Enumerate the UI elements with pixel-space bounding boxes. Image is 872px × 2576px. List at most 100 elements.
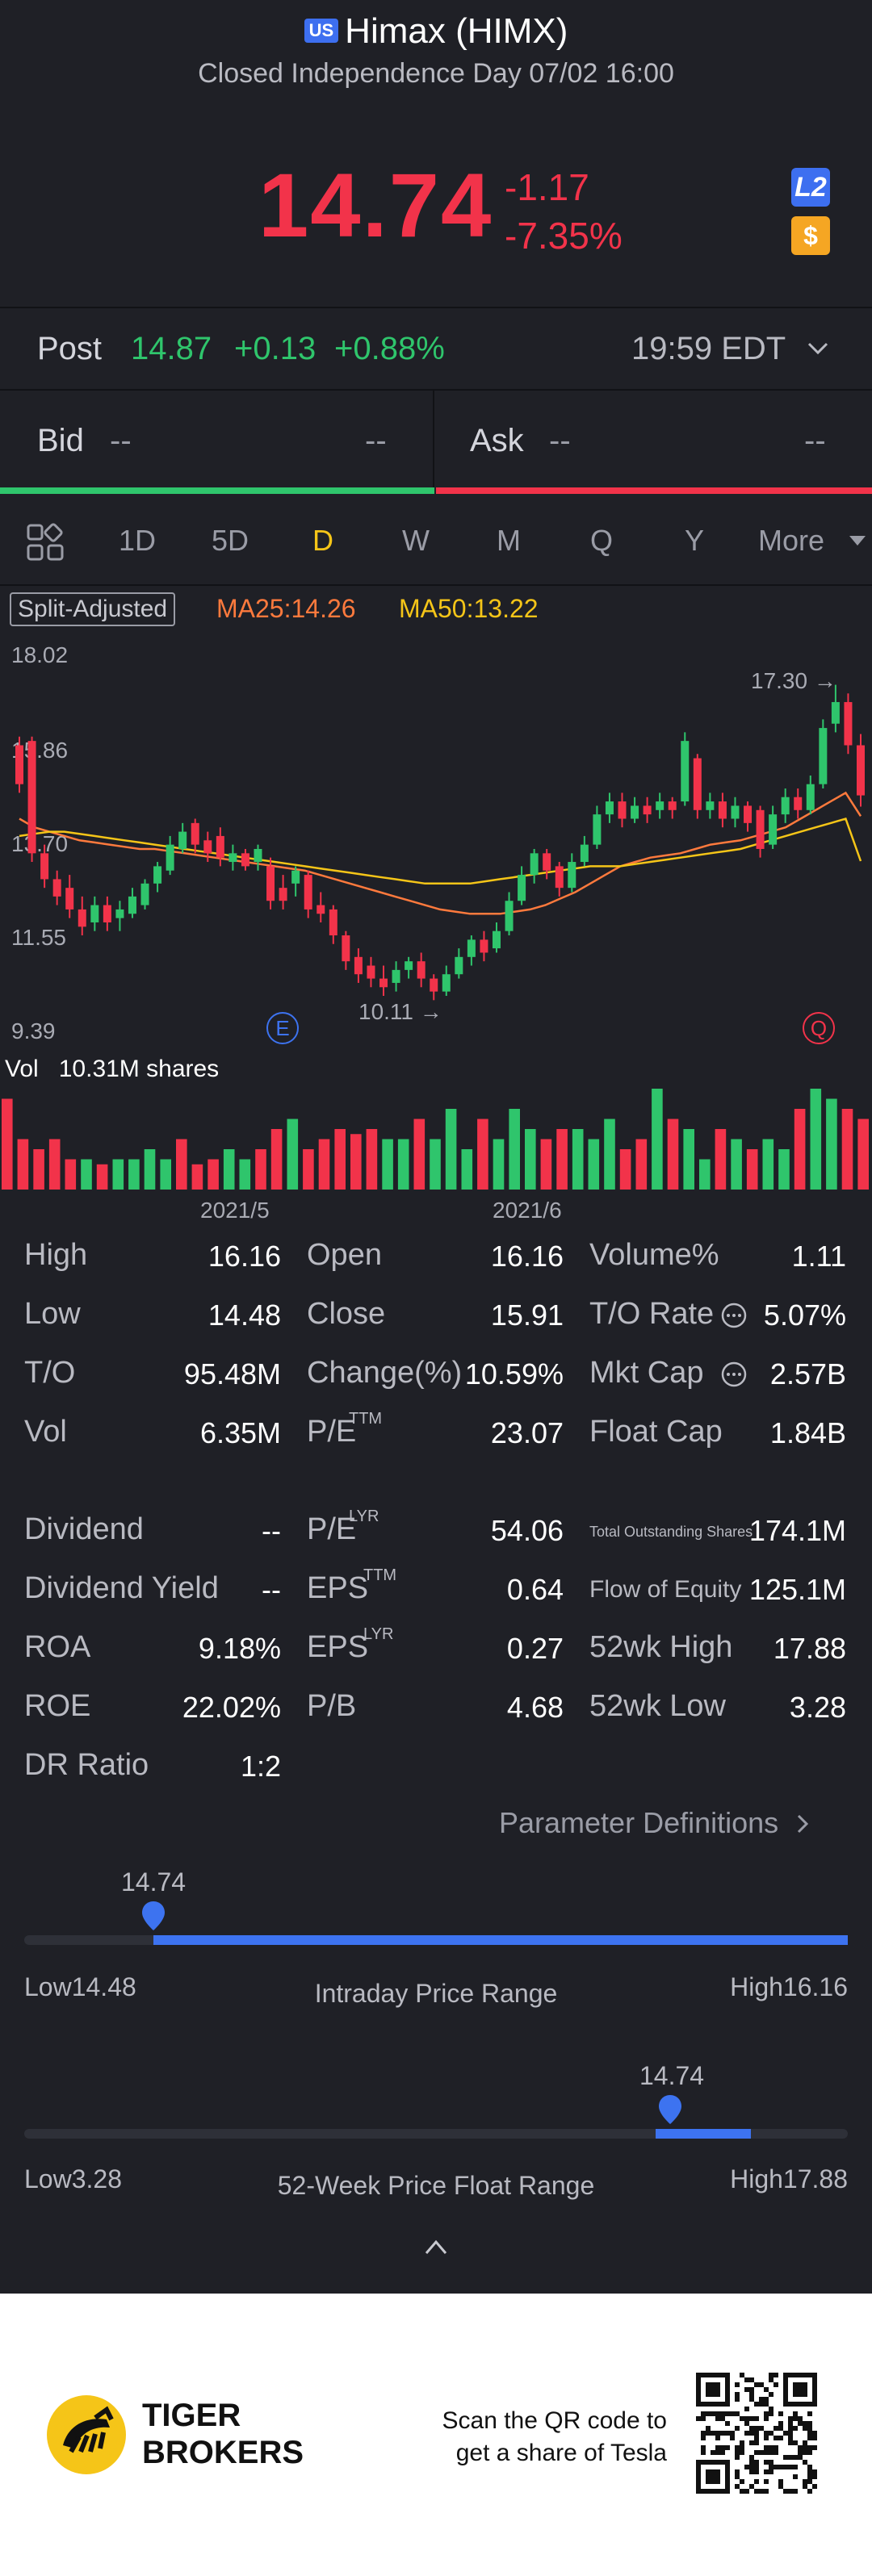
volume-bar xyxy=(493,1139,505,1190)
candle-body xyxy=(254,848,262,863)
volume-bar xyxy=(223,1149,235,1190)
stat-label-superscript: LYR xyxy=(349,1508,379,1525)
intraday-range-fill xyxy=(153,1935,848,1945)
stat-value: 5.07% xyxy=(763,1298,846,1332)
stat-label: ROA xyxy=(24,1630,91,1664)
volume-bar xyxy=(413,1119,426,1190)
more-info-icon[interactable] xyxy=(720,1302,748,1329)
volume-bar xyxy=(270,1129,283,1190)
candle-body xyxy=(781,797,790,815)
bid-label: Bid xyxy=(37,423,84,458)
tiger-brokers-logo xyxy=(47,2395,126,2474)
ma25-line xyxy=(19,791,862,915)
stat-value: 4.68 xyxy=(506,1691,564,1724)
stat-label: Close xyxy=(307,1297,386,1331)
tab-d[interactable]: D xyxy=(312,524,333,557)
volume-bar xyxy=(746,1149,758,1190)
stat-label: Total Outstanding Shares xyxy=(589,1524,753,1540)
stat-label: T/O Rate xyxy=(589,1297,715,1331)
ma50-label: MA50:13.22 xyxy=(399,594,539,623)
candle-body xyxy=(140,883,149,905)
post-price: 14.87 xyxy=(131,331,212,366)
volume-bar xyxy=(525,1129,536,1190)
intraday-low: Low14.48 xyxy=(24,1972,136,2001)
candle-body xyxy=(40,853,49,880)
volume-bar xyxy=(303,1149,314,1190)
location-pin-icon xyxy=(142,1901,165,1930)
candle-body xyxy=(128,896,136,914)
layout-grid-icon[interactable] xyxy=(26,523,65,562)
stat-label: Vol xyxy=(24,1415,67,1449)
tab-w[interactable]: W xyxy=(402,524,430,557)
intraday-high: High16.16 xyxy=(730,1972,848,2001)
stat-label: EPS xyxy=(307,1571,369,1605)
market-badge: US xyxy=(304,19,339,43)
candle-body xyxy=(555,866,564,889)
volume-bar xyxy=(287,1119,299,1190)
chevron-down-icon[interactable] xyxy=(806,341,830,357)
candle-body xyxy=(857,745,865,796)
earnings-marker-icon[interactable]: E xyxy=(266,1012,299,1044)
tab-more[interactable]: More xyxy=(757,524,825,557)
tab-q[interactable]: Q xyxy=(589,524,613,557)
candle-body xyxy=(505,901,514,931)
candle-body xyxy=(605,801,614,815)
stat-value: 6.35M xyxy=(199,1416,281,1449)
market-status: Closed Independence Day 07/02 16:00 xyxy=(198,58,674,89)
candle-body xyxy=(379,978,388,988)
chevron-up-icon[interactable] xyxy=(423,2237,449,2256)
candle-body xyxy=(52,879,61,897)
candle-body xyxy=(203,840,212,854)
candle-body xyxy=(631,805,639,819)
candle-body xyxy=(342,935,350,962)
stat-label-superscript: LYR xyxy=(363,1625,394,1643)
stat-value: 0.27 xyxy=(506,1632,564,1665)
bid-panel: Bid -- -- xyxy=(0,391,433,491)
candle-body xyxy=(191,822,199,845)
volume-bar xyxy=(778,1149,790,1190)
trade-dollar-icon[interactable]: $ xyxy=(791,216,830,255)
candle-body xyxy=(580,844,589,863)
tab-5d[interactable]: 5D xyxy=(211,524,249,557)
caret-down-icon[interactable] xyxy=(849,536,866,547)
intraday-marker-label: 14.74 xyxy=(121,1867,187,1896)
price-chart[interactable] xyxy=(0,629,872,1057)
candle-body xyxy=(90,905,99,922)
candle-body xyxy=(103,905,111,922)
level2-icon[interactable]: L2 xyxy=(791,168,830,207)
week52-marker-label: 14.74 xyxy=(639,2061,705,2090)
tab-1d[interactable]: 1D xyxy=(118,524,157,557)
volume-bar xyxy=(445,1109,457,1190)
candle-body xyxy=(769,814,778,845)
post-market-row[interactable]: Post 14.87 +0.13 +0.88% 19:59 EDT xyxy=(0,308,872,389)
volume-bar xyxy=(81,1159,92,1190)
candle-body xyxy=(844,701,853,746)
ask-size: -- xyxy=(804,423,826,458)
week52-low: Low3.28 xyxy=(24,2164,122,2193)
candle-body xyxy=(794,797,803,810)
stat-value: 16.16 xyxy=(208,1240,281,1273)
tab-y[interactable]: Y xyxy=(684,524,704,557)
stat-value: 10.59% xyxy=(464,1357,564,1390)
tab-m[interactable]: M xyxy=(497,524,521,557)
candle-body xyxy=(405,961,413,970)
candle-body xyxy=(430,978,438,992)
stat-label: Dividend Yield xyxy=(24,1571,219,1605)
more-info-icon[interactable] xyxy=(720,1361,748,1388)
candle-body xyxy=(718,801,727,819)
stat-value: 22.02% xyxy=(182,1691,281,1724)
split-adjusted-toggle[interactable]: Split-Adjusted xyxy=(10,592,176,626)
quarterly-report-marker-icon[interactable]: Q xyxy=(803,1012,835,1044)
candle-body xyxy=(568,862,576,889)
stat-label: DR Ratio xyxy=(24,1748,149,1782)
parameter-definitions-link[interactable]: Parameter Definitions xyxy=(499,1806,811,1840)
qr-code[interactable] xyxy=(696,2373,817,2494)
stat-label: Dividend xyxy=(24,1512,144,1546)
candle-body xyxy=(228,853,237,863)
week52-range-track xyxy=(24,2129,848,2139)
stat-value: 174.1M xyxy=(748,1514,846,1547)
change-value: -1.17 xyxy=(505,166,589,208)
stat-label: 52wk Low xyxy=(589,1689,726,1723)
volume-bar xyxy=(160,1159,171,1190)
volume-bar xyxy=(572,1129,584,1190)
